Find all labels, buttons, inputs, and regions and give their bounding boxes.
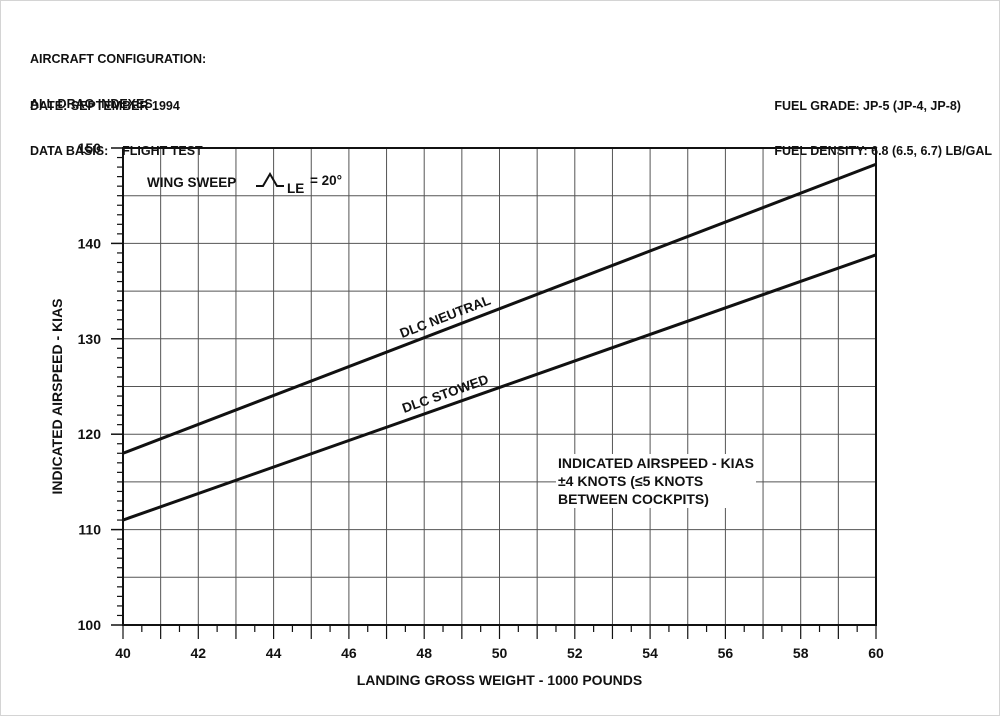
axis-ticks: [111, 147, 877, 639]
x-tick-label: 52: [567, 645, 583, 661]
x-tick-label: 46: [341, 645, 357, 661]
tick-labels: 40 42 44 46 48 50 52 54 56 58 60 100 110 120 130 140 150: [78, 140, 884, 661]
note-line-1: INDICATED AIRSPEED - KIAS: [558, 455, 755, 471]
x-tick-label: 50: [492, 645, 508, 661]
series-line-dlc-stowed: [122, 253, 877, 522]
date-block: DATE: SEPTEMBER 1994 DATA BASIS: FLIGHT …: [30, 69, 203, 174]
x-tick-label: 40: [115, 645, 131, 661]
x-tick-label: 56: [718, 645, 734, 661]
svg-text:= 20°: = 20°: [310, 173, 342, 188]
note-line-2: ±4 KNOTS (≤5 KNOTS: [558, 473, 704, 489]
svg-text:LE: LE: [287, 181, 304, 196]
note-line-3: BETWEEN COCKPITS): [558, 491, 709, 507]
y-tick-label: 110: [78, 522, 101, 538]
aircraft-config-block: AIRCRAFT CONFIGURATION: ALL DRAG INDEXES: [30, 22, 206, 127]
plot-border: [122, 147, 877, 626]
fuel-grade-text: FUEL GRADE: JP-5 (JP-4, JP-8): [774, 99, 961, 113]
y-tick-label: 100: [78, 617, 102, 633]
config-line-1: AIRCRAFT CONFIGURATION:: [30, 52, 207, 66]
x-tick-label: 42: [191, 645, 207, 661]
accuracy-note: INDICATED AIRSPEED - KIAS ±4 KNOTS (≤5 K…: [556, 454, 757, 508]
x-tick-label: 48: [416, 645, 432, 661]
x-axis-title: LANDING GROSS WEIGHT - 1000 POUNDS: [357, 672, 642, 688]
series-line-dlc-neutral: [122, 162, 877, 455]
config-line-2: ALL DRAG INDEXES: [30, 97, 153, 111]
lambda-symbol-icon: [256, 172, 284, 187]
svg-text:WING SWEEP: WING SWEEP: [147, 175, 236, 190]
y-axis-title: INDICATED AIRSPEED - KIAS: [49, 298, 65, 494]
x-tick-label: 60: [868, 645, 884, 661]
x-tick-label: 54: [642, 645, 658, 661]
x-tick-label: 44: [266, 645, 282, 661]
wing-sweep-annotation: WING SWEEP LE = 20°: [147, 172, 342, 196]
y-tick-label: 120: [78, 426, 102, 442]
series-label: DLC STOWED: [400, 372, 491, 416]
y-tick-label: 130: [78, 331, 102, 347]
y-tick-label: 140: [78, 235, 102, 251]
x-tick-label: 58: [793, 645, 809, 661]
date-text: DATE: SEPTEMBER 1994: [30, 99, 180, 113]
y-tick-label: 150: [78, 140, 102, 156]
